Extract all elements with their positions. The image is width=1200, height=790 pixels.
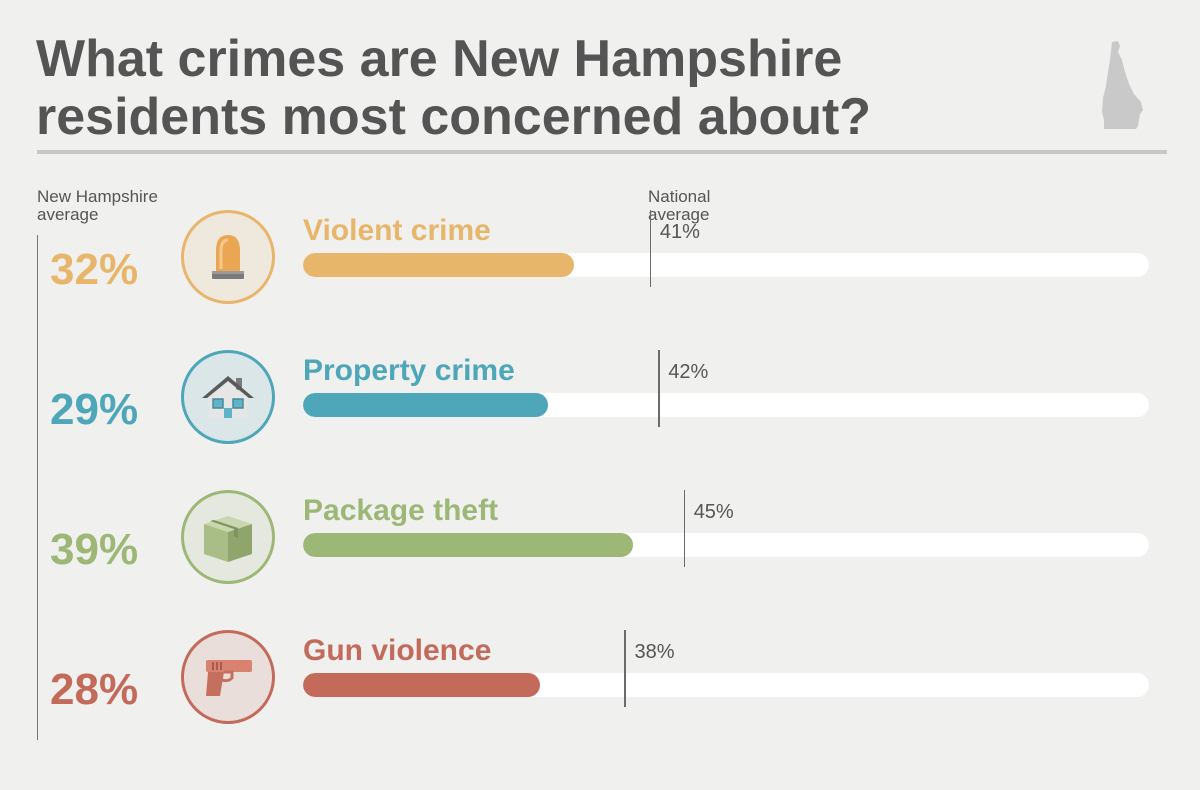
crime-row-property-crime: 29% Property crime 42% xyxy=(0,350,1200,505)
national-average-marker xyxy=(624,630,626,707)
crime-row-package-theft: 39% Package theft 45% xyxy=(0,490,1200,645)
state-value-bar xyxy=(303,393,549,417)
national-average-marker xyxy=(658,350,660,427)
house-icon xyxy=(202,376,254,418)
category-label: Package theft xyxy=(303,494,499,527)
property-crime-icon-badge xyxy=(181,350,275,444)
package-theft-icon-badge xyxy=(181,490,275,584)
title-line-2-bold: most concerned xyxy=(281,88,684,146)
gun-icon xyxy=(206,660,252,696)
national-average-header: National average xyxy=(648,187,711,224)
crime-row-gun-violence: 28% Gun violence 38% xyxy=(0,630,1200,785)
title-line-1: What crimes are New Hampshire xyxy=(36,30,843,88)
state-value-bar xyxy=(303,253,574,277)
state-average-axis-line xyxy=(37,235,38,740)
state-average-header: New Hampshire average xyxy=(37,187,158,224)
state-value-label: 29% xyxy=(50,385,139,434)
bar-track xyxy=(303,533,1149,557)
bar-track xyxy=(303,673,1149,697)
title-divider xyxy=(37,150,1167,154)
state-value-label: 28% xyxy=(50,665,139,714)
category-label: Gun violence xyxy=(303,634,492,667)
category-label: Property crime xyxy=(303,354,515,387)
siren-icon xyxy=(212,235,244,279)
state-value-label: 39% xyxy=(50,525,139,574)
national-average-marker xyxy=(649,210,652,287)
chart-title: What crimes are New Hampshire residents … xyxy=(36,30,1036,146)
national-value-label: 41% xyxy=(659,221,700,243)
national-value-label: 42% xyxy=(668,361,709,383)
gun-violence-icon-badge xyxy=(181,630,275,724)
new-hampshire-state-icon xyxy=(1102,41,1143,129)
national-value-label: 38% xyxy=(634,641,675,663)
national-value-label: 45% xyxy=(693,501,734,523)
violent-crime-icon-badge xyxy=(181,210,275,304)
title-line-2-pre: residents xyxy=(36,88,282,146)
bar-track xyxy=(303,393,1149,417)
package-icon xyxy=(204,516,252,562)
title-line-2-post: about? xyxy=(683,88,872,146)
state-value-bar xyxy=(303,533,633,557)
bar-track xyxy=(303,253,1149,277)
category-label: Violent crime xyxy=(303,214,491,247)
national-average-marker xyxy=(683,490,686,567)
state-value-bar xyxy=(303,673,540,697)
crime-row-violent-crime: 32% Violent crime 41% xyxy=(0,210,1200,365)
state-value-label: 32% xyxy=(50,245,139,294)
